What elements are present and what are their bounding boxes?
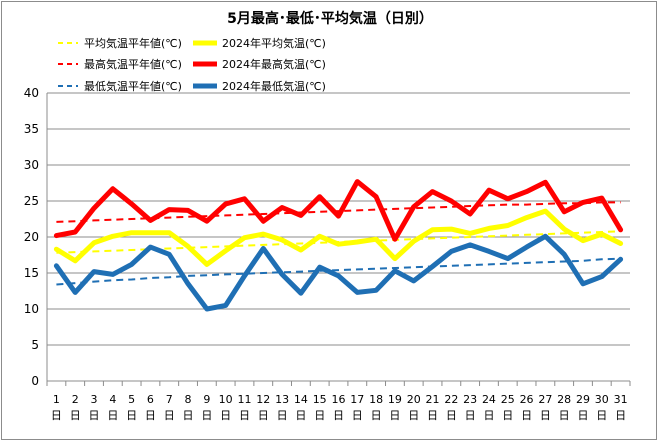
x-tick-unit: 日: [314, 409, 325, 422]
x-tick-label: 21: [426, 393, 440, 406]
x-tick-unit: 日: [521, 409, 532, 422]
y-tick-label: 40: [24, 86, 39, 100]
x-tick-label: 25: [501, 393, 515, 406]
x-tick-label: 4: [109, 393, 116, 406]
x-tick-unit: 日: [239, 409, 250, 422]
x-tick-label: 29: [576, 393, 590, 406]
x-tick-label: 19: [388, 393, 402, 406]
x-tick-unit: 日: [559, 409, 570, 422]
x-tick-unit: 日: [408, 409, 419, 422]
x-tick-label: 3: [91, 393, 98, 406]
x-tick-label: 31: [614, 393, 628, 406]
y-tick-label: 20: [24, 230, 39, 244]
x-tick-unit: 日: [446, 409, 457, 422]
x-tick-unit: 日: [145, 409, 156, 422]
x-tick-unit: 日: [540, 409, 551, 422]
x-tick-unit: 日: [577, 409, 588, 422]
x-tick-label: 15: [313, 393, 327, 406]
series-layer: [53, 179, 624, 312]
x-tick-unit: 日: [333, 409, 344, 422]
y-tick-label: 15: [24, 266, 39, 280]
x-tick-label: 20: [407, 393, 421, 406]
series-line-5: [53, 233, 624, 312]
x-tick-unit: 日: [483, 409, 494, 422]
x-tick-label: 13: [275, 393, 289, 406]
chart-title: 5月最高･最低･平均気温（日別）: [227, 10, 433, 27]
x-tick-unit: 日: [51, 409, 62, 422]
legend-label: 最高気温平年値(℃): [84, 57, 182, 71]
x-tick-label: 2: [72, 393, 79, 406]
x-tick-label: 30: [595, 393, 609, 406]
x-tick-label: 9: [203, 393, 210, 406]
x-tick-unit: 日: [371, 409, 382, 422]
x-tick-label: 18: [369, 393, 383, 406]
legend-label: 2024年平均気温(℃): [222, 36, 326, 50]
legend-label: 2024年最低気温(℃): [222, 79, 326, 93]
x-tick-label: 11: [237, 393, 251, 406]
x-tick-unit: 日: [164, 409, 175, 422]
series-line-1: [53, 208, 624, 267]
x-tick-label: 7: [166, 393, 173, 406]
x-tick-label: 12: [256, 393, 270, 406]
x-tick-unit: 日: [465, 409, 476, 422]
x-tick-label: 27: [538, 393, 552, 406]
legend-label: 平均気温平年値(℃): [84, 36, 182, 50]
x-tick-unit: 日: [389, 409, 400, 422]
x-tick-label: 10: [219, 393, 233, 406]
legend: 平均気温平年値(℃) 2024年平均気温(℃) 最高気温平年値(℃) 2024年最高気…: [58, 36, 326, 93]
x-tick-unit: 日: [352, 409, 363, 422]
x-tick-unit: 日: [258, 409, 269, 422]
x-tick-label: 1: [53, 393, 60, 406]
y-tick-label: 0: [31, 374, 39, 388]
x-tick-unit: 日: [201, 409, 212, 422]
y-tick-label: 25: [24, 194, 39, 208]
axis-layer: 05101520253035401日2日3日4日5日6日7日8日9日10日11日…: [24, 86, 631, 422]
x-tick-label: 26: [520, 393, 534, 406]
y-tick-label: 30: [24, 158, 39, 172]
x-tick-unit: 日: [295, 409, 306, 422]
x-tick-label: 23: [463, 393, 477, 406]
y-tick-label: 35: [24, 122, 39, 136]
x-tick-label: 8: [185, 393, 192, 406]
x-tick-label: 24: [482, 393, 496, 406]
x-tick-unit: 日: [427, 409, 438, 422]
x-tick-unit: 日: [596, 409, 607, 422]
y-tick-label: 5: [31, 338, 39, 352]
series-line-3: [53, 179, 624, 242]
x-tick-label: 28: [557, 393, 571, 406]
x-tick-label: 22: [444, 393, 458, 406]
x-tick-label: 6: [147, 393, 154, 406]
x-tick-unit: 日: [70, 409, 81, 422]
x-tick-unit: 日: [220, 409, 231, 422]
x-tick-unit: 日: [277, 409, 288, 422]
x-tick-unit: 日: [107, 409, 118, 422]
y-tick-label: 10: [24, 302, 39, 316]
x-tick-unit: 日: [615, 409, 626, 422]
x-tick-label: 17: [350, 393, 364, 406]
x-tick-unit: 日: [126, 409, 137, 422]
x-tick-unit: 日: [502, 409, 513, 422]
x-tick-label: 14: [294, 393, 308, 406]
grid-lines: [47, 92, 630, 346]
legend-label: 2024年最高気温(℃): [222, 57, 326, 71]
x-tick-label: 16: [332, 393, 346, 406]
x-tick-label: 5: [128, 393, 135, 406]
x-tick-unit: 日: [89, 409, 100, 422]
legend-label: 最低気温平年値(℃): [84, 79, 182, 93]
x-tick-unit: 日: [183, 409, 194, 422]
series-line-4: [56, 257, 621, 286]
